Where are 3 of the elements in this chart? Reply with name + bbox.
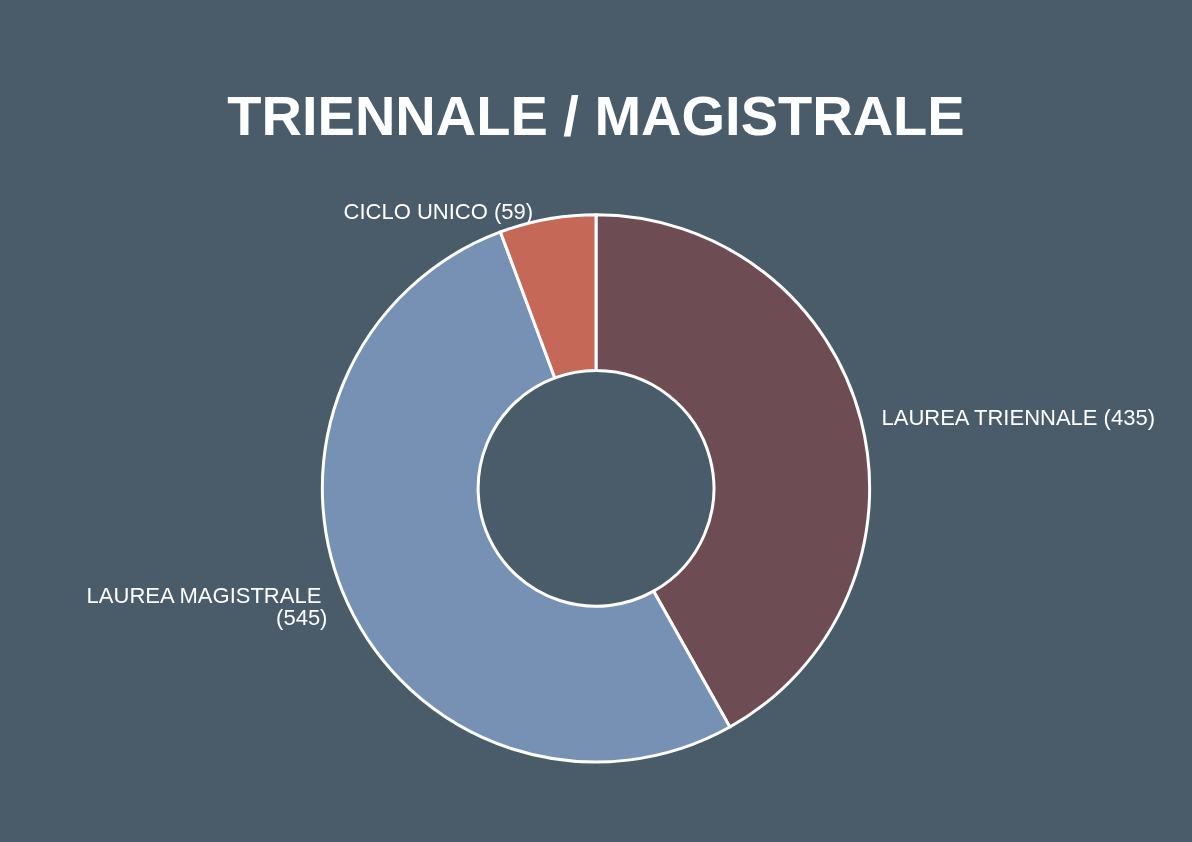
slice-label: CICLO UNICO (59) bbox=[343, 198, 534, 224]
slice-label: LAUREA TRIENNALE (435) bbox=[881, 404, 1155, 430]
chart-title: TRIENNALE / MAGISTRALE bbox=[227, 83, 965, 147]
